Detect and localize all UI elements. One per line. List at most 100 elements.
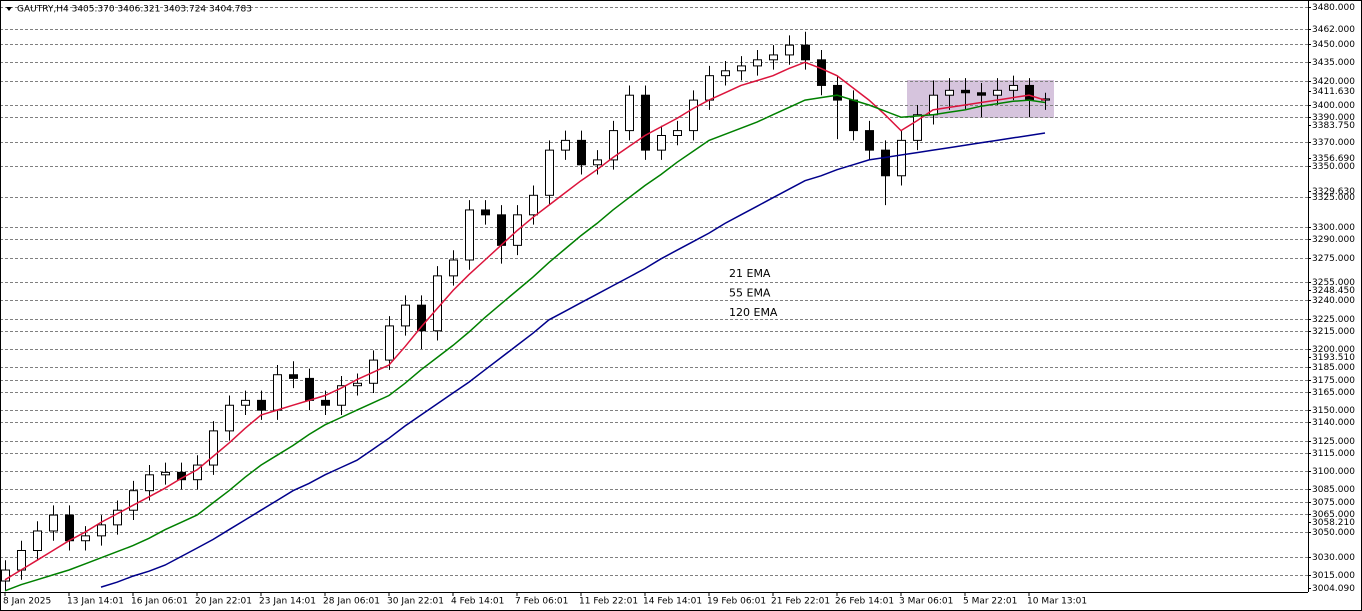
candle-body — [737, 65, 746, 72]
y-tick-label: 3300.000 — [1312, 223, 1355, 233]
candle-body — [337, 385, 346, 406]
y-tick-label: 3255.000 — [1312, 278, 1355, 288]
x-tick-label: 21 Feb 22:01 — [771, 597, 830, 607]
candle-body — [593, 159, 602, 166]
x-tick-label: 14 Feb 14:01 — [643, 597, 702, 607]
scale-label: 3058.210 — [1312, 518, 1355, 528]
y-tick-label: 3065.000 — [1312, 510, 1355, 520]
candle-body — [385, 325, 394, 361]
candle-body — [849, 99, 858, 132]
x-tick-label: 30 Jan 22:01 — [387, 597, 444, 607]
candle-body — [145, 474, 154, 492]
ema-line — [4, 61, 1046, 581]
y-tick-label: 3185.000 — [1312, 363, 1355, 373]
legend-label: 21 EMA — [729, 267, 771, 280]
y-tick-label: 3325.000 — [1312, 193, 1355, 203]
candle-body — [801, 44, 810, 61]
candle-body — [545, 149, 554, 196]
candle-body — [641, 94, 650, 151]
grid-layer — [0, 7, 1308, 576]
candle-body — [449, 259, 458, 277]
candle-body — [241, 399, 250, 406]
y-tick-label: 3175.000 — [1312, 376, 1355, 386]
y-tick-label: 3150.000 — [1312, 406, 1355, 416]
candle-body — [881, 149, 890, 177]
y-tick-label: 3075.000 — [1312, 498, 1355, 508]
x-tick-label: 16 Jan 06:01 — [131, 597, 188, 607]
candle-body — [673, 130, 682, 136]
candle-body — [433, 275, 442, 332]
candle-body — [625, 94, 634, 132]
ema-line — [4, 94, 1046, 592]
y-tick-label: 3125.000 — [1312, 437, 1355, 447]
legend-label: 120 EMA — [729, 306, 778, 319]
candle-body — [81, 535, 90, 542]
candle-body — [785, 44, 794, 56]
scale-label: 3248.450 — [1312, 286, 1355, 296]
candle-body — [993, 89, 1002, 96]
candle-body — [273, 374, 282, 411]
candle-body — [401, 304, 410, 327]
x-tick-label: 26 Feb 14:01 — [835, 597, 894, 607]
x-tick-label: 7 Feb 06:01 — [515, 597, 568, 607]
candle-body — [417, 304, 426, 332]
candle-body — [945, 89, 954, 96]
candle-body — [1009, 84, 1018, 91]
candle-body — [225, 404, 234, 432]
x-tick-label: 20 Jan 22:01 — [195, 597, 252, 607]
y-tick-label: 3275.000 — [1312, 254, 1355, 264]
y-tick-label: 3480.000 — [1312, 3, 1355, 13]
y-tick-label: 3350.000 — [1312, 162, 1355, 172]
scale-label: 3411.630 — [1312, 87, 1355, 97]
candle-body — [753, 59, 762, 67]
candle-body — [817, 59, 826, 86]
y-tick-label: 3200.000 — [1312, 345, 1355, 355]
candle-body — [1025, 84, 1034, 101]
candle-body — [129, 490, 138, 511]
x-tick-label: 8 Jan 2025 — [3, 597, 51, 607]
candle-body — [497, 214, 506, 246]
y-tick-label: 3115.000 — [1312, 449, 1355, 459]
candle-body — [257, 399, 266, 411]
x-tick-label: 23 Jan 14:01 — [259, 597, 316, 607]
candle-body — [97, 524, 106, 537]
candle-body — [113, 509, 122, 526]
candle-body — [897, 139, 906, 177]
y-tick-label: 3400.000 — [1312, 101, 1355, 111]
x-tick-label: 19 Feb 06:01 — [707, 597, 766, 607]
y-tick-label: 3140.000 — [1312, 418, 1355, 428]
x-tick-label: 11 Feb 22:01 — [579, 597, 638, 607]
candle-body — [465, 209, 474, 261]
x-tick-label: 3 Mar 06:01 — [899, 597, 953, 607]
candle-body — [577, 139, 586, 166]
candle-body — [1, 569, 10, 582]
y-tick-label: 3215.000 — [1312, 327, 1355, 337]
candle-body — [209, 430, 218, 466]
chart-title: GAUTRY,H4 3405.370 3406.321 3403.724 340… — [17, 5, 252, 15]
x-tick-label: 13 Jan 14:01 — [67, 597, 124, 607]
candle-body — [689, 99, 698, 132]
candle-body — [961, 89, 970, 94]
candle-body — [913, 114, 922, 141]
candle-body — [721, 70, 730, 77]
y-tick-label: 3100.000 — [1312, 467, 1355, 477]
candle-body — [609, 130, 618, 161]
candle-body — [657, 134, 666, 151]
x-tick-label: 4 Feb 14:01 — [451, 597, 504, 607]
scale-label: 3004.090 — [1312, 584, 1355, 594]
scale-label: 3356.690 — [1312, 154, 1355, 164]
x-tick-label: 10 Mar 13:01 — [1027, 597, 1087, 607]
y-tick-label: 3420.000 — [1312, 77, 1355, 87]
y-tick-label: 3085.000 — [1312, 485, 1355, 495]
x-tick-label: 5 Mar 22:01 — [963, 597, 1017, 607]
title-icon — [6, 7, 12, 11]
y-tick-label: 3240.000 — [1312, 296, 1355, 306]
y-tick-label: 3435.000 — [1312, 58, 1355, 68]
ema-line — [100, 132, 1046, 588]
y-tick-label: 3165.000 — [1312, 388, 1355, 398]
candle-body — [17, 549, 26, 571]
candle-body — [769, 54, 778, 61]
